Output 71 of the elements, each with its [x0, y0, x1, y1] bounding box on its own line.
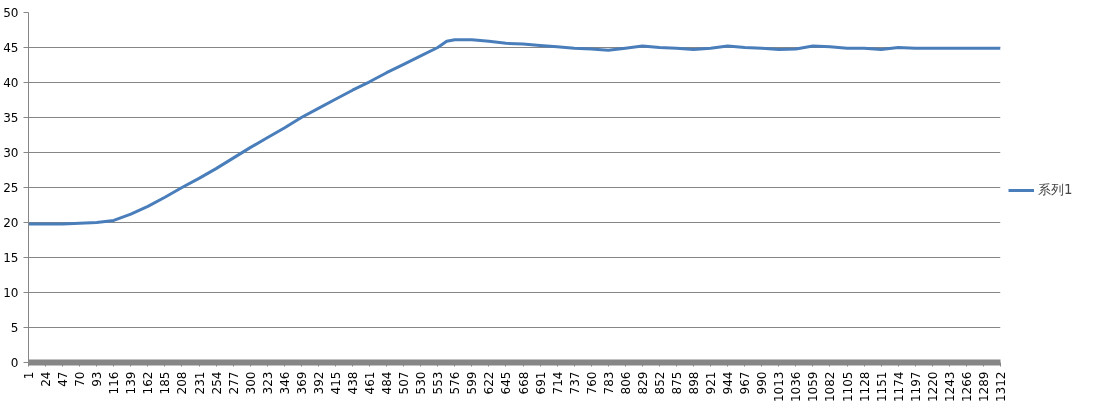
x-tick-label: 300	[243, 371, 258, 395]
x-tick-label: 323	[260, 371, 275, 395]
x-tick-label: 24	[39, 371, 54, 387]
x-tick-label: 1036	[789, 371, 804, 403]
x-tick-label: 852	[652, 371, 667, 395]
x-tick-label: 277	[226, 371, 241, 395]
x-tick-label: 461	[363, 371, 378, 395]
x-tick-label: 438	[346, 371, 360, 395]
x-tick-label: 208	[175, 371, 190, 395]
x-tick-label: 415	[328, 371, 343, 395]
x-tick-label: 346	[277, 371, 292, 395]
x-tick-label: 1289	[976, 371, 991, 403]
x-tick-label: 576	[448, 371, 463, 395]
x-tick-label: 622	[482, 371, 497, 395]
x-tick-label: 921	[704, 371, 719, 395]
x-tick-label: 1151	[874, 371, 889, 403]
x-tick-label: 530	[414, 371, 429, 395]
x-tick-label: 760	[584, 371, 599, 395]
x-tick-label: 829	[635, 371, 650, 395]
x-tick-label: 47	[56, 371, 71, 387]
x-tick-label: 645	[499, 371, 514, 395]
x-tick-label: 185	[158, 371, 173, 395]
x-tick-label: 691	[533, 371, 548, 395]
x-tick-label: 70	[73, 371, 88, 387]
x-tick-label: 93	[90, 371, 105, 387]
x-tick-label: 116	[107, 371, 122, 395]
y-tick-label: 0	[10, 356, 19, 370]
y-tick-label: 35	[3, 111, 19, 125]
x-tick-label: 737	[567, 371, 582, 395]
x-tick-label: 806	[618, 371, 633, 395]
legend-label: 系列1	[1038, 180, 1073, 199]
x-tick-label: 944	[721, 371, 736, 395]
x-tick-label: 1082	[823, 371, 838, 403]
x-tick-label: 1105	[840, 371, 855, 403]
x-tick-label: 162	[141, 371, 156, 395]
x-tick-label: 139	[124, 371, 139, 395]
x-tick-label: 1174	[891, 371, 906, 403]
x-tick-label: 1312	[994, 371, 1008, 403]
x-tick-label: 484	[380, 371, 395, 395]
y-tick-label: 50	[3, 6, 19, 20]
x-tick-label: 599	[465, 371, 480, 395]
x-tick-label: 392	[311, 371, 326, 395]
x-tick-label: 254	[209, 371, 224, 395]
x-tick-label: 1243	[942, 371, 957, 403]
y-tick-label: 30	[3, 146, 19, 160]
x-tick-label: 990	[755, 371, 770, 395]
x-tick-label: 369	[294, 371, 309, 395]
y-tick-label: 20	[3, 216, 19, 230]
line-series	[28, 38, 1001, 226]
x-tick-label: 1013	[772, 371, 787, 403]
x-tick-label: 507	[397, 371, 412, 395]
x-tick-label: 1197	[908, 371, 923, 403]
x-tick-label: 1	[22, 371, 36, 380]
x-tick-label: 1220	[925, 371, 940, 403]
y-tick-label: 45	[3, 41, 19, 55]
x-tick-label: 967	[738, 371, 753, 395]
x-tick-label: 1266	[959, 371, 974, 403]
x-tick-label: 1128	[857, 371, 872, 403]
y-tick-label: 5	[10, 321, 19, 335]
y-tick-label: 40	[3, 76, 19, 90]
y-tick-label: 10	[3, 286, 19, 300]
y-tick-label: 15	[3, 251, 19, 265]
x-tick-label: 1059	[806, 371, 821, 403]
x-tick-label: 668	[516, 371, 531, 395]
x-tick-label: 553	[431, 371, 446, 395]
x-tick-label: 898	[687, 371, 702, 395]
y-tick-label: 25	[3, 181, 19, 195]
x-tick-label: 231	[192, 371, 207, 395]
x-tick-label: 714	[550, 371, 565, 395]
x-tick-label: 783	[601, 371, 616, 395]
x-tick-label: 875	[670, 371, 684, 395]
